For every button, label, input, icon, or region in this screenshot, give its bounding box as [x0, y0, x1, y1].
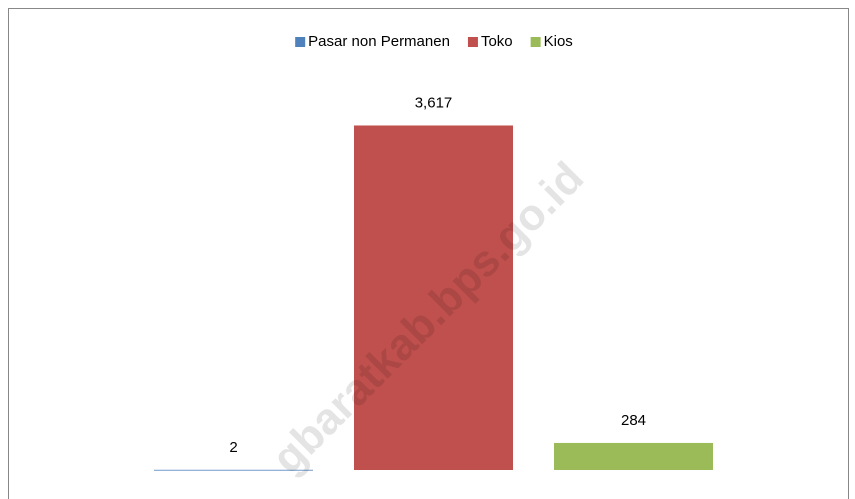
legend-label: Kios: [544, 33, 573, 50]
bar: [554, 442, 713, 470]
legend: Pasar non Permanen Toko Kios: [295, 33, 573, 50]
bar: [154, 469, 313, 471]
legend-swatch: [530, 37, 541, 47]
data-label: 284: [621, 412, 646, 429]
data-label: 2: [229, 439, 237, 456]
data-label: 3,617: [415, 94, 453, 111]
legend-label: Pasar non Permanen: [308, 33, 450, 50]
bar: [354, 125, 513, 471]
legend-swatch: [295, 37, 306, 47]
plot-area: 2 3,617 284: [154, 94, 713, 471]
legend-label: Toko: [481, 33, 513, 50]
legend-swatch: [467, 37, 478, 47]
